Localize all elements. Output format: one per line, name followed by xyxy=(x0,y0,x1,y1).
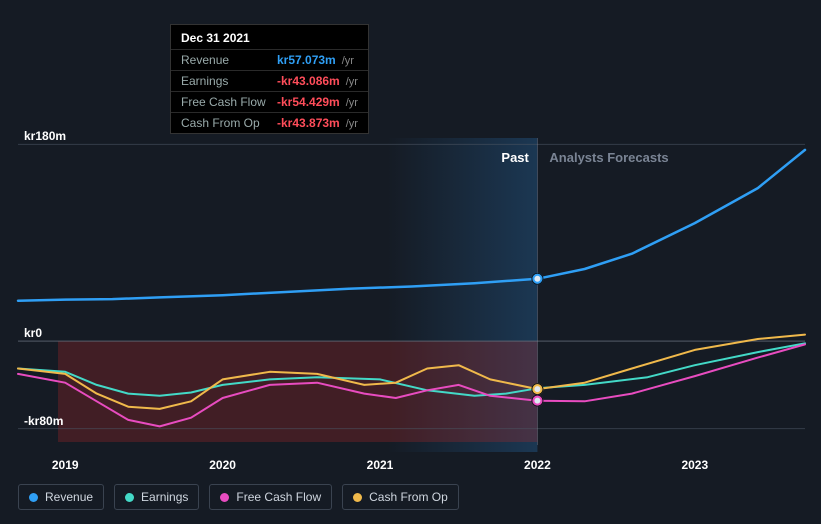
forecast-label: Analysts Forecasts xyxy=(549,150,668,165)
tooltip-row: Revenue kr57.073m/yr xyxy=(171,49,368,70)
tooltip-row-label: Cash From Op xyxy=(181,116,271,130)
legend-label: Free Cash Flow xyxy=(236,490,321,504)
x-tick-label: 2023 xyxy=(681,458,708,472)
tooltip-row-value: -kr43.086m xyxy=(277,74,340,88)
legend-label: Cash From Op xyxy=(369,490,448,504)
y-tick-label: kr0 xyxy=(24,326,42,340)
tooltip-row-value: -kr54.429m xyxy=(277,95,340,109)
x-tick-label: 2019 xyxy=(52,458,79,472)
y-tick-label: kr180m xyxy=(24,129,66,143)
financials-chart: kr180m kr0 -kr80m 2019 2020 2021 2022 2023 Pas… xyxy=(0,0,821,524)
x-tick-label: 2020 xyxy=(209,458,236,472)
tooltip-date: Dec 31 2021 xyxy=(171,25,368,49)
tooltip-row: Cash From Op -kr43.873m/yr xyxy=(171,112,368,133)
y-tick-label: -kr80m xyxy=(24,414,63,428)
chart-canvas[interactable] xyxy=(0,0,821,524)
tooltip-row-unit: /yr xyxy=(346,118,358,130)
legend-dot-icon xyxy=(125,493,134,502)
legend-label: Revenue xyxy=(45,490,93,504)
legend-dot-icon xyxy=(220,493,229,502)
x-tick-label: 2021 xyxy=(367,458,394,472)
legend-item[interactable]: Free Cash Flow xyxy=(209,484,332,510)
tooltip-row-value: kr57.073m xyxy=(277,53,336,67)
legend: Revenue Earnings Free Cash Flow Cash From O… xyxy=(18,484,459,510)
legend-item[interactable]: Earnings xyxy=(114,484,199,510)
hover-tooltip: Dec 31 2021 Revenuekr57.073m/yrEarnings-… xyxy=(170,24,369,134)
tooltip-row-unit: /yr xyxy=(346,97,358,109)
tooltip-row: Earnings -kr43.086m/yr xyxy=(171,70,368,91)
legend-item[interactable]: Revenue xyxy=(18,484,104,510)
tooltip-row-label: Revenue xyxy=(181,53,271,67)
tooltip-row-value: -kr43.873m xyxy=(277,116,340,130)
tooltip-row-label: Earnings xyxy=(181,74,271,88)
legend-dot-icon xyxy=(353,493,362,502)
tooltip-row-unit: /yr xyxy=(342,55,354,67)
tooltip-row: Free Cash Flow -kr54.429m/yr xyxy=(171,91,368,112)
legend-item[interactable]: Cash From Op xyxy=(342,484,459,510)
legend-dot-icon xyxy=(29,493,38,502)
legend-label: Earnings xyxy=(141,490,188,504)
past-label: Past xyxy=(501,150,528,165)
tooltip-row-unit: /yr xyxy=(346,76,358,88)
x-tick-label: 2022 xyxy=(524,458,551,472)
tooltip-row-label: Free Cash Flow xyxy=(181,95,271,109)
